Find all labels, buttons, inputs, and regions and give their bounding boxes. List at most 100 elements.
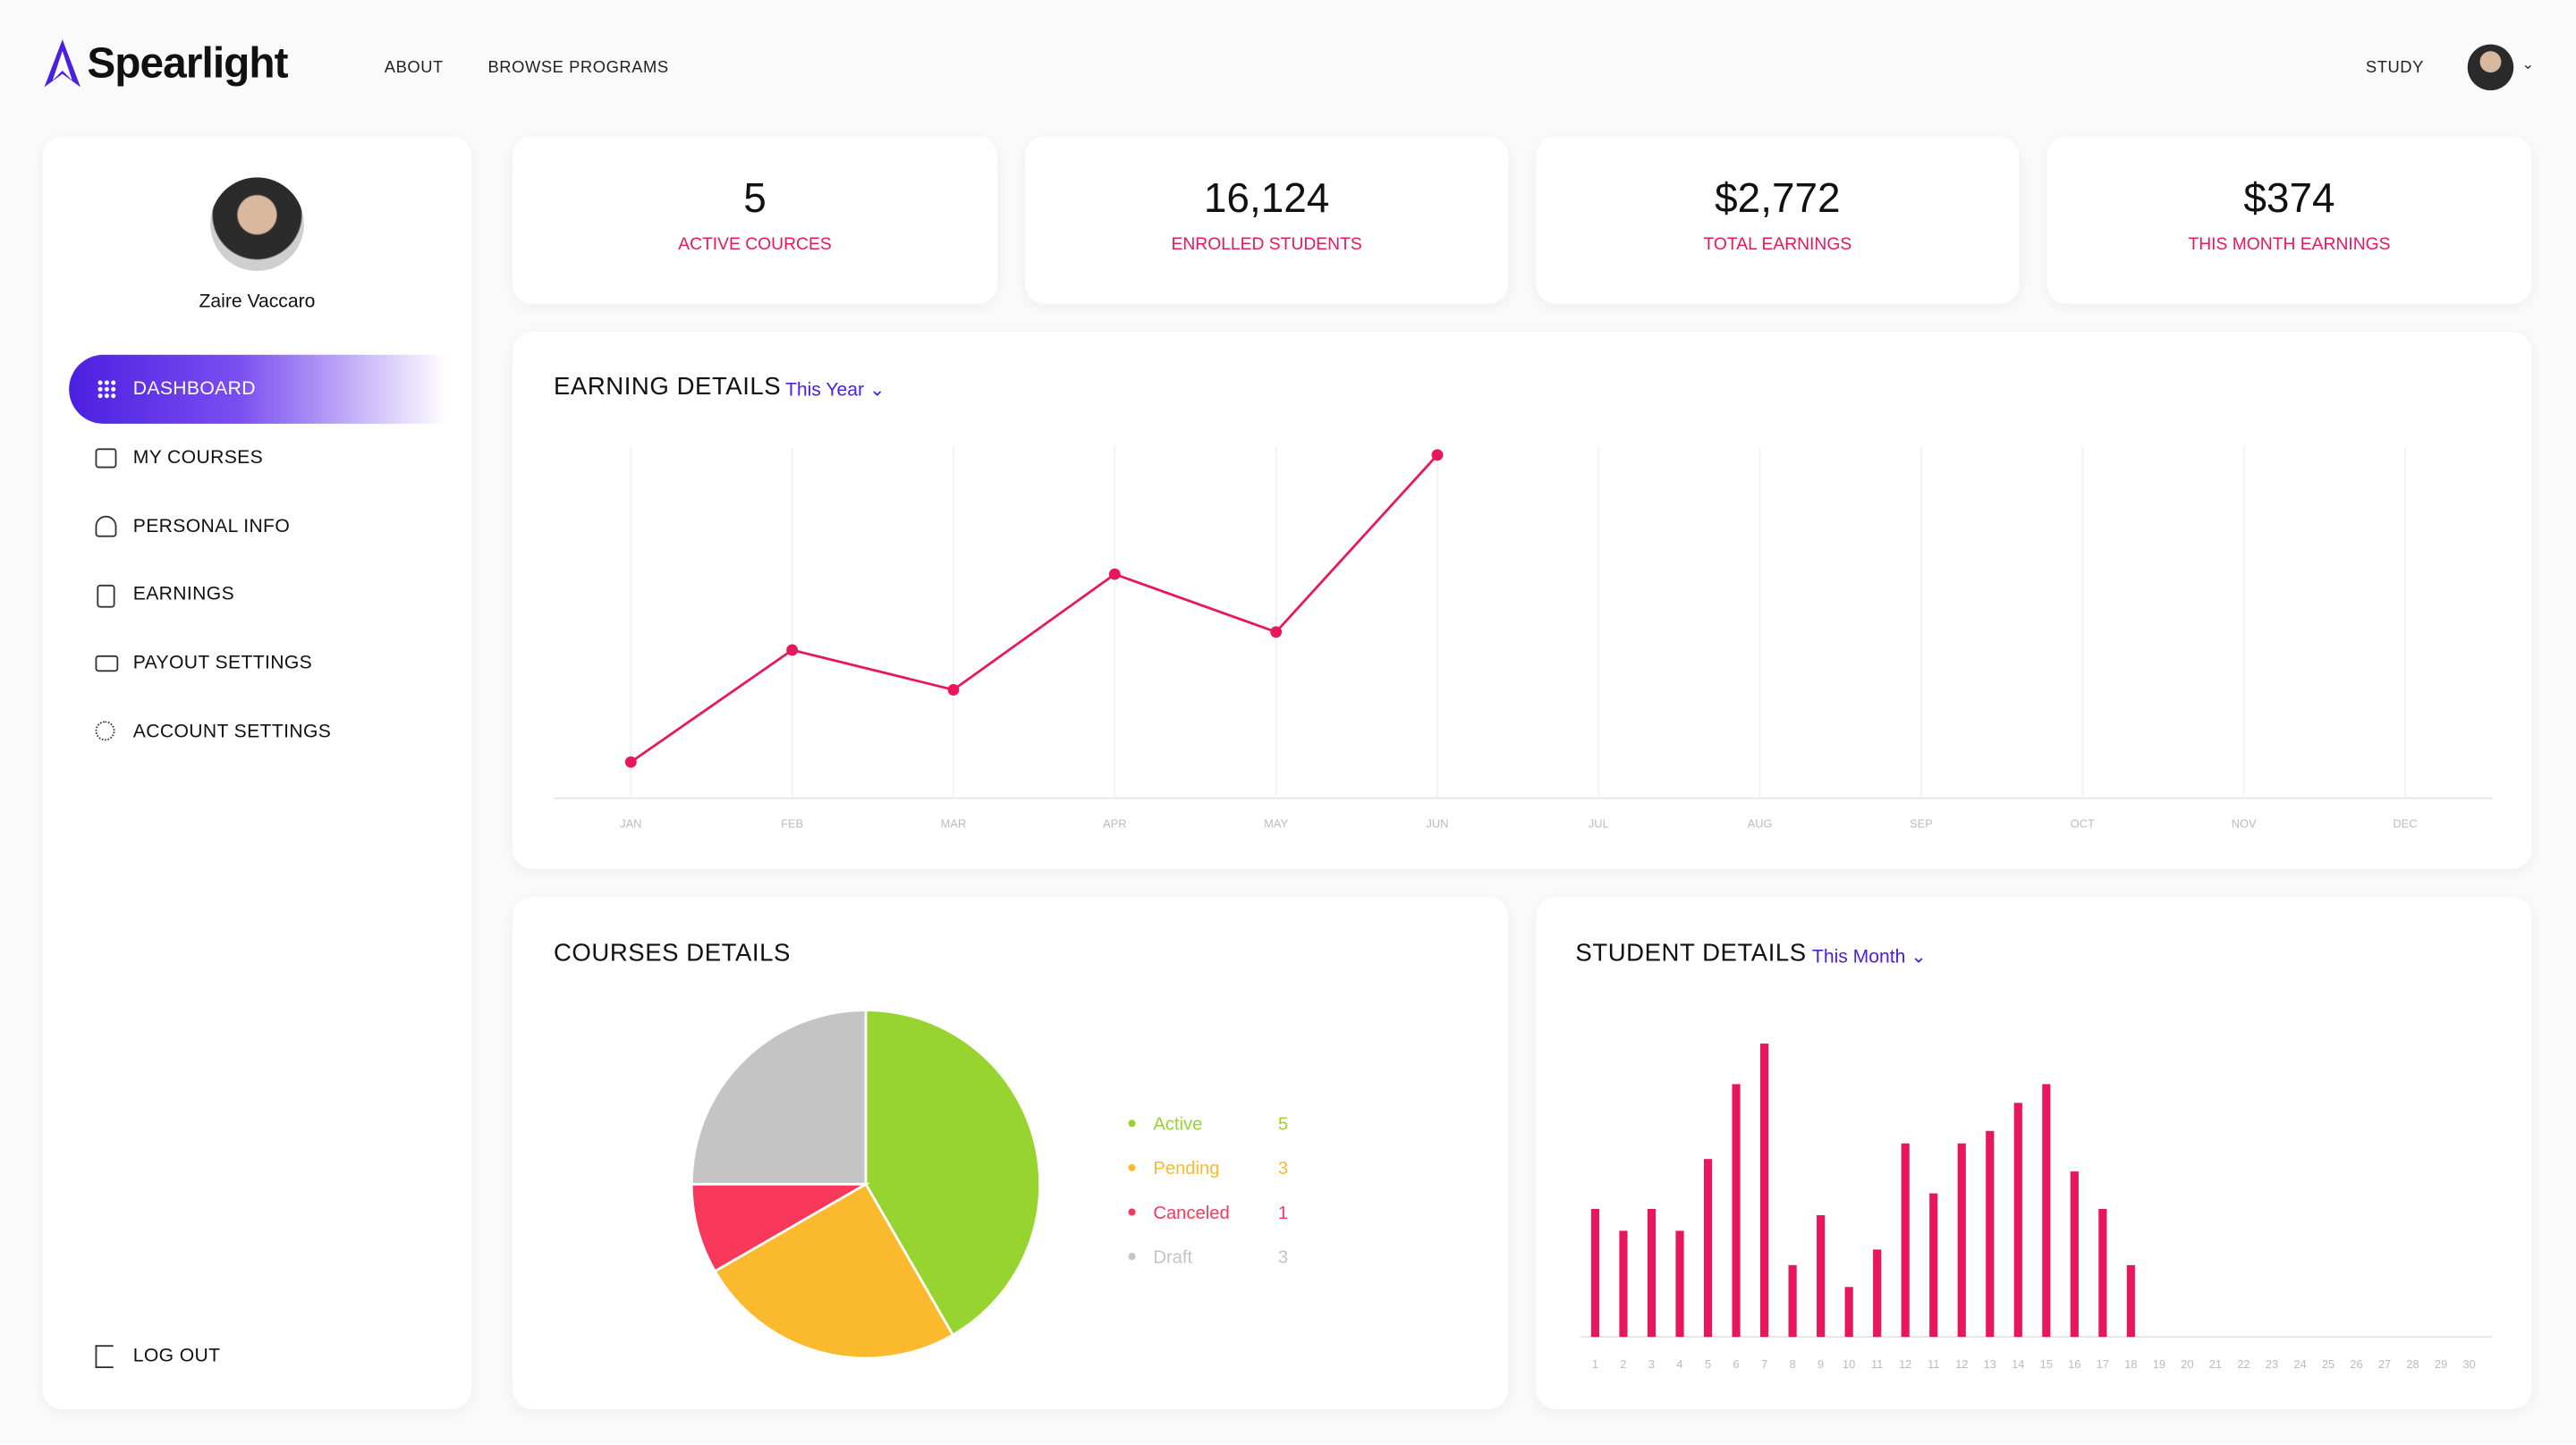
point (624, 756, 637, 768)
legend-value: 5 (1278, 1115, 1288, 1135)
menu-dashboard[interactable]: DASHBOARD (132, 379, 256, 400)
stat-value: $2,772 (1715, 175, 1841, 222)
icon-courses (95, 448, 117, 469)
x-tick-label: 12 (1899, 1357, 1911, 1371)
x-tick-label: DEC (2393, 817, 2417, 831)
x-tick-label: AUG (1748, 817, 1773, 831)
bar (2126, 1264, 2135, 1338)
legend-dot (1128, 1120, 1136, 1128)
x-tick-label: 11 (1871, 1357, 1883, 1371)
x-tick-label: 30 (2462, 1357, 2475, 1371)
bar (1929, 1193, 1938, 1338)
bar (1703, 1159, 1713, 1338)
pie-slice (713, 1182, 955, 1360)
legend-label: Pending (1153, 1159, 1219, 1179)
filter-label[interactable]: This Year (784, 381, 865, 401)
icon-logout (95, 1345, 114, 1368)
x-tick-label: MAR (941, 817, 967, 831)
user-name: Zaire Vaccaro (199, 292, 316, 312)
x-tick-label: 19 (2153, 1357, 2165, 1371)
sidebar: Zaire Vaccaro (42, 136, 472, 1409)
bar (1590, 1209, 1600, 1338)
x-tick-label: 17 (2097, 1357, 2109, 1371)
point (1431, 449, 1444, 461)
chart-title: STUDENT DETAILS (1575, 939, 1807, 968)
legend-dot (1128, 1163, 1136, 1171)
bar (2070, 1171, 2079, 1338)
x-tick-label: 1 (1592, 1357, 1598, 1371)
bar (1675, 1230, 1684, 1338)
header-avatar[interactable] (2467, 44, 2514, 91)
bar (1817, 1214, 1826, 1338)
nav-about[interactable]: ABOUT (384, 59, 444, 78)
point (947, 683, 960, 696)
bar (1619, 1230, 1628, 1338)
x-tick-label: 21 (2209, 1357, 2222, 1371)
legend-label: Canceled (1153, 1204, 1229, 1223)
nav-study[interactable]: STUDY (2365, 59, 2424, 78)
avatar-caret[interactable]: ⌄ (2521, 55, 2535, 72)
menu-logout[interactable]: LOG OUT (132, 1347, 221, 1367)
chart-title: EARNING DETAILS (553, 372, 782, 401)
x-tick-label: FEB (781, 817, 803, 831)
point (1108, 568, 1121, 580)
x-tick-label: JAN (620, 817, 641, 831)
bar (2013, 1103, 2022, 1338)
bar (1647, 1209, 1657, 1338)
bar (2098, 1209, 2107, 1338)
chart-title: COURSES DETAILS (553, 939, 791, 968)
x-tick-label: 26 (2350, 1357, 2362, 1371)
legend-label: Draft (1153, 1247, 1192, 1267)
line-series (630, 453, 1438, 764)
x-tick-label: 4 (1676, 1357, 1682, 1371)
bar (1844, 1287, 1853, 1338)
x-tick-label: 13 (1984, 1357, 1996, 1371)
stat-label: ACTIVE COURCES (678, 234, 832, 255)
x-tick-label: 20 (2181, 1357, 2193, 1371)
stat-label: ENROLLED STUDENTS (1171, 234, 1362, 255)
bar (1986, 1130, 1995, 1338)
x-tick-label: 12 (1955, 1357, 1968, 1371)
filter-dropdown[interactable]: This Year ⌄ (784, 381, 886, 401)
x-tick-label: 18 (2124, 1357, 2137, 1371)
icon-personal (95, 515, 117, 537)
x-tick-label: 27 (2378, 1357, 2391, 1371)
x-tick-label: 10 (1843, 1357, 1855, 1371)
menu-account[interactable]: ACCOUNT SETTINGS (132, 722, 332, 743)
bar (1901, 1143, 1910, 1338)
logo[interactable]: Spearlight (87, 38, 288, 88)
x-tick-label: 6 (1733, 1357, 1739, 1371)
x-tick-label: NOV (2232, 817, 2257, 831)
menu-earnings[interactable]: EARNINGS (132, 584, 235, 604)
x-tick-label: 11 (1928, 1357, 1939, 1371)
point (1270, 626, 1283, 638)
x-tick-label: 14 (2012, 1357, 2024, 1371)
stat-card: 5 ACTIVE COURCES (513, 136, 997, 304)
x-tick-label: 23 (2266, 1357, 2278, 1371)
x-tick-label: 22 (2237, 1357, 2250, 1371)
filter-dropdown[interactable]: This Month ⌄ (1811, 947, 1927, 968)
filter-label[interactable]: This Month (1811, 947, 1906, 968)
bar (2042, 1084, 2051, 1338)
x-tick-label: JUN (1426, 817, 1448, 831)
menu-payout[interactable]: PAYOUT SETTINGS (132, 654, 313, 674)
stat-value: 16,124 (1203, 175, 1330, 222)
icon-earnings (97, 584, 115, 608)
menu-personal[interactable]: PERSONAL INFO (132, 517, 291, 537)
legend-value: 3 (1278, 1247, 1288, 1267)
menu-active-bg (69, 354, 447, 424)
x-tick-label: 24 (2293, 1357, 2306, 1371)
stat-value: $374 (2243, 175, 2335, 222)
user-avatar (210, 177, 304, 272)
x-tick-label: 28 (2406, 1357, 2419, 1371)
student-card (1536, 896, 2532, 1409)
menu-courses[interactable]: MY COURSES (132, 448, 264, 469)
stat-label: THIS MONTH EARNINGS (2188, 234, 2391, 255)
pie-slice (690, 1182, 871, 1273)
x-tick-label: 29 (2435, 1357, 2447, 1371)
earning-card (513, 332, 2532, 869)
icon-payout (95, 655, 119, 672)
nav-browse[interactable]: BROWSE PROGRAMS (487, 59, 669, 78)
